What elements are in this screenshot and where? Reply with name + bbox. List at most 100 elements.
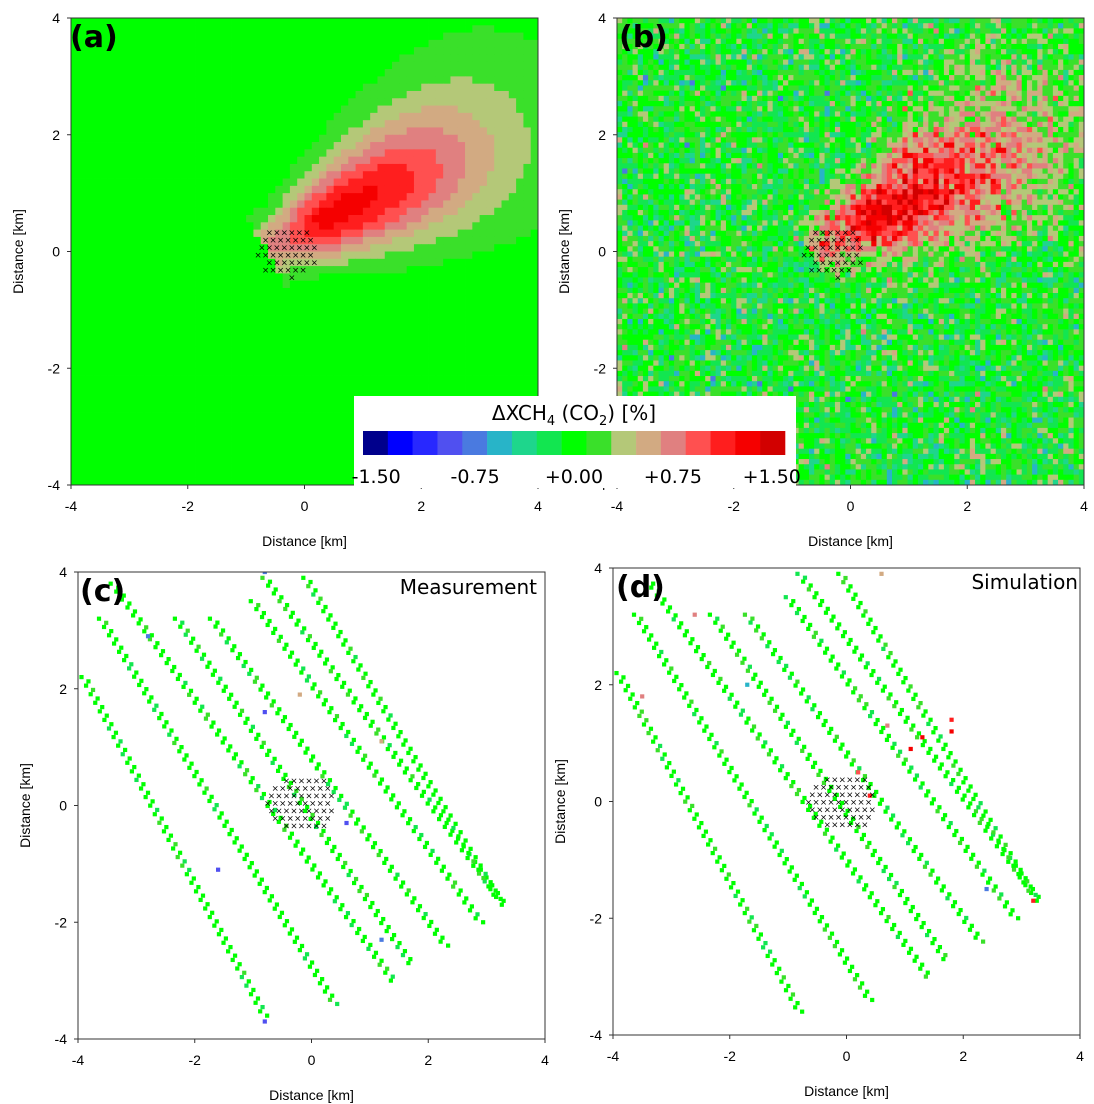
heatmap-cell — [100, 455, 108, 464]
heatmap-cell — [92, 353, 101, 362]
heatmap-cell — [355, 18, 364, 26]
heatmap-cell — [1026, 38, 1033, 45]
heatmap-cell — [516, 112, 524, 121]
heatmap-cell — [710, 54, 716, 60]
heatmap-cell — [180, 309, 189, 318]
heatmap-cell — [92, 18, 101, 26]
heatmap-cell — [355, 324, 364, 333]
heatmap-cell — [92, 69, 101, 77]
heatmap-cell — [78, 433, 86, 442]
heatmap-cell — [304, 382, 313, 391]
heatmap-cell — [129, 441, 138, 449]
heatmap-cell — [736, 59, 742, 66]
heatmap-cell — [933, 23, 940, 29]
heatmap-cell — [428, 83, 437, 92]
heatmap-cell — [289, 390, 298, 398]
heatmap-cell — [421, 112, 429, 121]
heatmap-cell — [246, 244, 254, 252]
heatmap-cell — [530, 98, 538, 106]
heatmap-cell — [158, 54, 167, 63]
heatmap-cell — [741, 38, 748, 45]
heatmap-cell — [486, 39, 495, 48]
panel-a-heatmap — [71, 18, 538, 485]
heatmap-cell — [486, 69, 495, 77]
heatmap-cell — [129, 309, 138, 318]
heatmap-cell — [180, 120, 189, 128]
heatmap-cell — [71, 273, 79, 282]
heatmap-cell — [494, 98, 502, 106]
heatmap-cell — [465, 251, 473, 260]
heatmap-cell — [472, 353, 481, 362]
heatmap-cell — [700, 18, 706, 24]
heatmap-cell — [165, 163, 174, 172]
heatmap-cell — [216, 280, 225, 289]
heatmap-cell — [100, 120, 108, 128]
heatmap-cell — [523, 368, 532, 376]
heatmap-cell — [253, 346, 262, 355]
heatmap-cell — [187, 463, 196, 471]
heatmap-cell — [297, 98, 305, 106]
heatmap-cell — [435, 200, 444, 209]
heatmap-cell — [326, 295, 335, 303]
heatmap-cell — [187, 47, 196, 55]
heatmap-cell — [370, 25, 378, 33]
source-cross-mark — [308, 237, 314, 243]
heatmap-cell — [725, 28, 732, 34]
heatmap-cell — [129, 324, 138, 333]
heatmap-cell — [486, 47, 495, 55]
heatmap-cell — [406, 178, 415, 187]
heatmap-cell — [340, 18, 349, 26]
heatmap-cell — [202, 360, 211, 369]
heatmap-cell — [224, 302, 232, 311]
heatmap-cell — [246, 134, 254, 143]
heatmap-cell — [143, 433, 152, 442]
heatmap-cell — [319, 339, 327, 347]
heatmap-cell — [71, 105, 79, 114]
heatmap-cell — [129, 266, 138, 274]
heatmap-cell — [392, 339, 400, 347]
heatmap-cell — [494, 302, 502, 311]
heatmap-cell — [465, 360, 473, 369]
heatmap-cell — [268, 156, 276, 165]
y-axis-title: Distance [km] — [10, 209, 26, 294]
heatmap-cell — [741, 43, 748, 50]
heatmap-cell — [355, 287, 364, 296]
heatmap-cell — [260, 105, 269, 114]
heatmap-cell — [421, 39, 429, 48]
heatmap-cell — [136, 324, 145, 333]
heatmap-cell — [268, 61, 276, 70]
source-cross-mark — [289, 275, 295, 281]
source-cross-mark — [270, 267, 276, 273]
heatmap-cell — [457, 368, 466, 376]
heatmap-cell — [355, 295, 364, 303]
heatmap-cell — [435, 47, 444, 55]
heatmap-cell — [384, 47, 393, 55]
heatmap-cell — [195, 156, 203, 165]
heatmap-cell — [508, 39, 517, 48]
heatmap-cell — [450, 295, 459, 303]
heatmap-cell — [751, 54, 758, 60]
heatmap-cell — [311, 54, 320, 63]
heatmap-cell — [917, 54, 924, 60]
heatmap-cell — [783, 38, 789, 45]
heatmap-cell — [85, 324, 94, 333]
heatmap-cell — [348, 455, 356, 464]
heatmap-cell — [355, 229, 364, 238]
heatmap-cell — [114, 32, 123, 41]
heatmap-cell — [253, 54, 262, 63]
heatmap-cell — [246, 229, 254, 238]
heatmap-cell — [472, 193, 481, 201]
heatmap-cell — [689, 33, 696, 40]
heatmap-cell — [421, 200, 429, 209]
heatmap-cell — [92, 222, 101, 231]
heatmap-cell — [238, 309, 247, 318]
heatmap-cell — [151, 222, 159, 231]
heatmap-cell — [406, 156, 415, 165]
heatmap-cell — [399, 207, 408, 216]
heatmap-cell — [289, 83, 298, 92]
heatmap-cell — [486, 236, 495, 245]
heatmap-cell — [990, 28, 997, 34]
heatmap-cell — [107, 127, 116, 136]
heatmap-cell — [238, 105, 247, 114]
heatmap-cell — [384, 309, 393, 318]
